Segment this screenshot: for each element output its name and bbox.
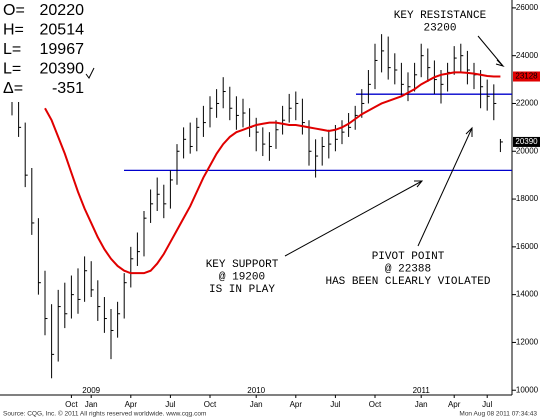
annotation: @ 22388 — [385, 263, 431, 275]
year-label: 2009 — [82, 386, 100, 395]
annotation: KEY RESISTANCE — [394, 10, 487, 22]
annotation: 23200 — [423, 22, 456, 34]
footer-timestamp: Mon Aug 08 2011 07:34:43 — [459, 411, 537, 418]
arrow — [417, 127, 473, 247]
y-tick-label: 20000 — [516, 146, 539, 155]
x-tick-label: Oct — [204, 400, 217, 409]
ohlc-box-value: 19967 — [40, 41, 85, 58]
ohlc-box-value: -351 — [52, 80, 84, 97]
ohlc-box-label: H= — [3, 22, 24, 39]
y-tick-label: 22000 — [516, 99, 539, 108]
x-tick-label: Apr — [448, 400, 461, 409]
ohlc-box-label: Δ= — [3, 80, 23, 97]
ohlc-box — [0, 0, 96, 102]
ma-last-label: 23128 — [515, 72, 538, 81]
y-tick-label: 12000 — [516, 338, 539, 347]
footer-source: Source: CQG, Inc. © 2011 All rights rese… — [3, 410, 206, 418]
ohlc-box-label: L= — [3, 61, 21, 78]
x-tick-label: Jul — [330, 400, 340, 409]
arrow-head — [465, 126, 473, 137]
y-tick-label: 14000 — [516, 290, 539, 299]
year-label: 2010 — [247, 386, 265, 395]
moving-average-line — [44, 71, 501, 275]
x-tick-label: Apr — [125, 400, 138, 409]
ohlc-box-value: 20514 — [40, 22, 85, 39]
ma-last-box — [513, 71, 540, 82]
x-tick-label: Oct — [369, 400, 382, 409]
arrow — [284, 180, 423, 257]
ohlc-box-label: O= — [3, 2, 25, 19]
annotation: HAS BEEN CLEARLY VIOLATED — [325, 276, 490, 288]
year-label: 2011 — [413, 386, 431, 395]
y-tick-label: 24000 — [516, 51, 539, 60]
check-icon — [85, 67, 95, 79]
x-tick-label: Jan — [415, 400, 428, 409]
x-tick-label: Jul — [482, 400, 492, 409]
arrow-head — [414, 180, 424, 188]
y-tick-label: 26000 — [516, 3, 539, 12]
close-last-label: 20390 — [515, 137, 538, 146]
x-tick-label: Apr — [290, 400, 303, 409]
annotation: PIVOT POINT — [372, 251, 445, 263]
arrows — [284, 35, 505, 257]
annotation: KEY SUPPORT — [206, 259, 279, 271]
close-last-box — [513, 136, 540, 147]
x-tick-label: Jul — [165, 400, 175, 409]
ohlc-box-value: 20390 — [40, 61, 85, 78]
x-tick-label: Oct — [65, 400, 78, 409]
y-tick-label: 10000 — [516, 385, 539, 394]
plot-area — [11, 34, 512, 379]
arrow — [477, 35, 504, 67]
ohlc-box-value: 20220 — [40, 2, 85, 19]
y-tick-label: 18000 — [516, 194, 539, 203]
annotation: IS IN PLAY — [209, 284, 275, 296]
annotation: @ 19200 — [219, 271, 265, 283]
ohlc-box-label: L= — [3, 41, 21, 58]
x-tick-label: Jan — [250, 400, 263, 409]
arrow-head — [495, 59, 505, 68]
x-tick-label: Jan — [85, 400, 98, 409]
y-tick-label: 16000 — [516, 242, 539, 251]
